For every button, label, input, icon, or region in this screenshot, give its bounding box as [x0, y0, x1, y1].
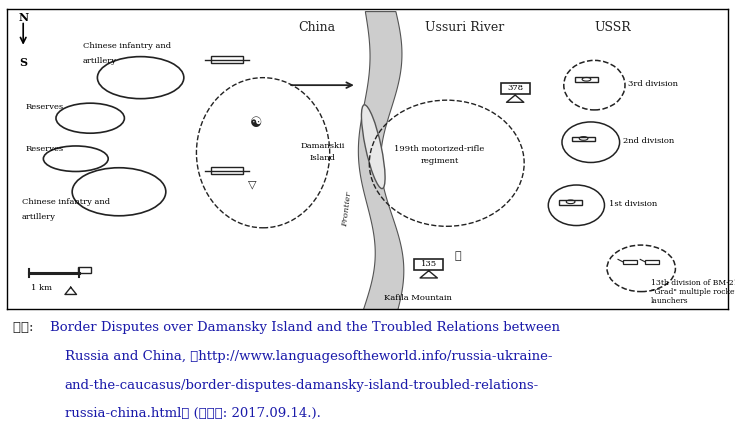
Text: 378: 378: [507, 85, 523, 93]
Text: ⛵: ⛵: [454, 251, 461, 261]
Bar: [559, 200, 582, 205]
Text: Damanskii: Damanskii: [301, 142, 345, 150]
Text: 135: 135: [420, 260, 437, 269]
Text: Ussuri River: Ussuri River: [425, 21, 504, 33]
Text: ☯: ☯: [250, 116, 262, 130]
Ellipse shape: [362, 105, 385, 189]
Bar: [623, 260, 637, 264]
FancyBboxPatch shape: [501, 83, 530, 94]
Text: ▽: ▽: [248, 179, 257, 189]
Text: 1 km: 1 km: [32, 284, 52, 292]
Text: Kafila Mountain: Kafila Mountain: [384, 294, 452, 302]
Text: 3rd division: 3rd division: [628, 80, 678, 88]
Bar: [575, 77, 598, 82]
Text: Reserves: Reserves: [25, 103, 63, 111]
Bar: [572, 136, 595, 141]
Text: 13th division of BM-21: 13th division of BM-21: [650, 279, 735, 287]
Text: Island: Island: [310, 154, 336, 162]
Text: Border Disputes over Damansky Island and the Troubled Relations between: Border Disputes over Damansky Island and…: [50, 321, 560, 334]
Text: artillery: artillery: [22, 213, 56, 221]
Text: regiment: regiment: [420, 157, 459, 165]
Text: and-the-caucasus/border-disputes-damansky-island-troubled-relations-: and-the-caucasus/border-disputes-damansk…: [65, 378, 539, 392]
Text: Reserves: Reserves: [25, 145, 63, 153]
Bar: [645, 260, 659, 264]
Text: 출처:: 출처:: [13, 321, 38, 334]
Text: S: S: [19, 57, 27, 68]
Bar: [78, 267, 91, 273]
Text: 199th motorized-rifle: 199th motorized-rifle: [395, 145, 484, 153]
Text: artillery: artillery: [83, 57, 117, 65]
Text: launchers: launchers: [650, 297, 688, 305]
Text: Frontier: Frontier: [341, 192, 354, 228]
Text: China: China: [298, 21, 336, 33]
Bar: [211, 167, 243, 174]
Text: Chinese infantry and: Chinese infantry and: [83, 42, 171, 50]
Text: Chinese infantry and: Chinese infantry and: [22, 198, 110, 206]
Polygon shape: [356, 12, 404, 336]
Text: 1st division: 1st division: [609, 200, 657, 208]
Text: Russia and China, 〈http://www.languagesoftheworld.info/russia-ukraine-: Russia and China, 〈http://www.languageso…: [65, 350, 552, 363]
Text: russia-china.html〉 (검색일: 2017.09.14.).: russia-china.html〉 (검색일: 2017.09.14.).: [65, 408, 320, 420]
Text: 2nd division: 2nd division: [623, 137, 675, 145]
Text: USSR: USSR: [594, 21, 631, 33]
Text: "Grad" multiple rocket: "Grad" multiple rocket: [650, 288, 735, 296]
Bar: [211, 56, 243, 63]
Text: N: N: [18, 12, 28, 23]
FancyBboxPatch shape: [415, 259, 443, 270]
